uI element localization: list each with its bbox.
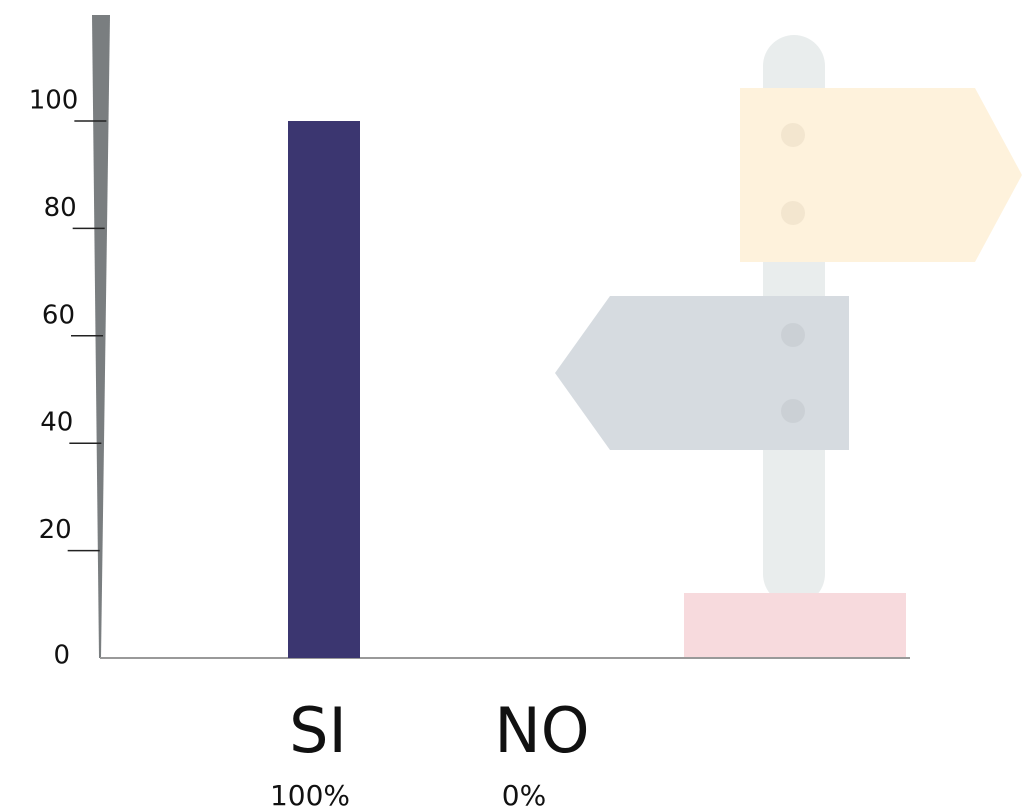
sign-dot [781, 123, 805, 147]
signpost-decoration [555, 35, 1022, 658]
y-tick-label: 20 [39, 515, 72, 545]
y-tick-label: 100 [29, 86, 79, 116]
sign-right [740, 88, 1022, 262]
sign-left [555, 296, 849, 450]
y-tick-label: 0 [53, 641, 70, 671]
x-tick-label: SI [289, 694, 347, 767]
sign-dot [781, 399, 805, 423]
sign-dot [781, 323, 805, 347]
bar [288, 121, 360, 658]
sign-dot [781, 201, 805, 225]
x-tick-label: NO [494, 694, 589, 767]
value-label: 0% [502, 779, 546, 812]
value-label: 100% [270, 779, 350, 812]
y-tick-label: 60 [42, 300, 75, 330]
sign-base [684, 593, 906, 658]
y-tick-label: 40 [40, 408, 73, 438]
y-tick-label: 80 [44, 193, 77, 223]
